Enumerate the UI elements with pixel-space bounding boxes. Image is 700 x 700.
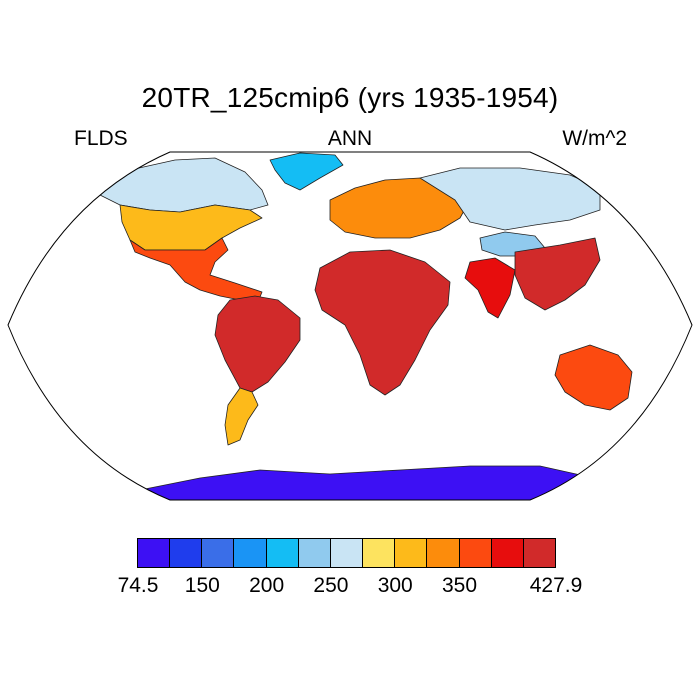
region-africa: [314, 249, 451, 396]
colorbar-swatch: [329, 538, 364, 568]
region-india: [464, 257, 516, 319]
map-outline: [7, 151, 693, 501]
units-label: W/m^2: [562, 127, 627, 150]
region-antarctica: [109, 465, 601, 500]
plot-title: 20TR_125cmip6 (yrs 1935-1954): [141, 82, 559, 113]
variable-label: FLDS: [74, 127, 128, 150]
colorbar: [137, 538, 557, 568]
colorbar-swatch: [458, 538, 492, 568]
region-greenland: [269, 152, 344, 191]
colorbar-swatch: [362, 538, 396, 568]
colorbar-tick-label: 200: [249, 574, 285, 597]
region-north-america-north: [99, 157, 269, 213]
colorbar-swatch: [394, 538, 428, 568]
colorbar-tick-label: 150: [184, 574, 220, 597]
colorbar-tick-label: 427.9: [529, 574, 583, 597]
colorbar-swatch: [426, 538, 460, 568]
region-australia: [554, 344, 633, 411]
region-patagonia: [224, 387, 259, 446]
region-southeast-asia: [514, 237, 601, 311]
region-south-america: [214, 295, 301, 393]
colorbar-swatch: [201, 538, 235, 568]
colorbar-tick-label: 300: [377, 574, 413, 597]
region-europe: [329, 177, 471, 239]
colorbar-swatch: [297, 538, 331, 568]
season-label: ANN: [327, 127, 373, 150]
colorbar-tick-label: 350: [442, 574, 478, 597]
colorbar-swatch: [490, 538, 524, 568]
region-north-america-mid: [119, 204, 263, 251]
colorbar-swatch: [233, 538, 267, 568]
colorbar-swatch: [137, 538, 171, 568]
colorbar-tick-label: 250: [313, 574, 349, 597]
colorbar-swatch: [522, 538, 557, 568]
region-north-america-south: [129, 237, 263, 303]
colorbar-swatch: [169, 538, 203, 568]
colorbar-tick-label: 74.5: [117, 574, 159, 597]
colorbar-swatch: [265, 538, 299, 568]
region-siberia: [419, 167, 601, 231]
